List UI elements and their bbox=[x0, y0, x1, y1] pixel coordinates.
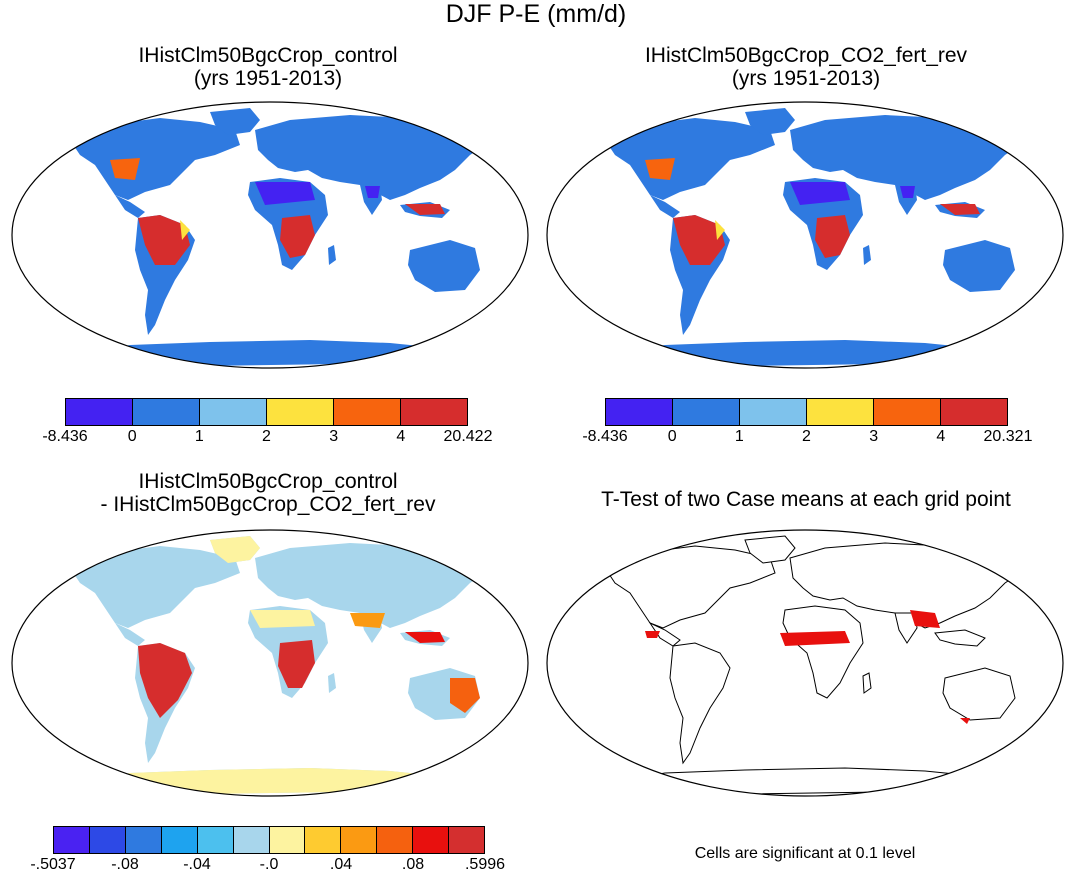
panel-4-title: T-Test of two Case means at each grid po… bbox=[546, 488, 1066, 511]
figure-title: DJF P-E (mm/d) bbox=[445, 0, 627, 28]
colorbar-2-swatch-1 bbox=[606, 399, 673, 425]
colorbar-1-swatch-5 bbox=[334, 399, 401, 425]
colorbar-3 bbox=[53, 826, 485, 854]
colorbar-1-label-1: -8.436 bbox=[42, 428, 88, 445]
colorbar-3-label-1: -.5037 bbox=[30, 856, 76, 873]
panel-2-title: IHistClm50BgcCrop_CO2_fert_rev (yrs 1951… bbox=[586, 44, 1026, 90]
colorbar-3-swatch-5 bbox=[197, 827, 234, 853]
colorbar-3-swatch-10 bbox=[377, 827, 414, 853]
colorbar-2-swatch-4 bbox=[807, 399, 874, 425]
colorbar-2-label-6: 4 bbox=[936, 428, 946, 445]
map-panel-3 bbox=[11, 529, 529, 797]
colorbar-3-label-7: .5996 bbox=[464, 856, 506, 873]
colorbar-1-label-6: 4 bbox=[396, 428, 406, 445]
colorbar-3-swatch-7 bbox=[269, 827, 306, 853]
significance-note: Cells are significant at 0.1 level bbox=[694, 845, 916, 862]
panel-4-title-line1: T-Test of two Case means at each grid po… bbox=[601, 488, 1011, 511]
colorbar-2-label-1: -8.436 bbox=[582, 428, 628, 445]
panel-1-title-line2: (yrs 1951-2013) bbox=[193, 67, 343, 90]
map-panel-1 bbox=[11, 101, 529, 369]
colorbar-3-label-4: -.0 bbox=[259, 856, 279, 873]
panel-1-title-line1: IHistClm50BgcCrop_control bbox=[138, 44, 398, 67]
colorbar-3-swatch-12 bbox=[449, 827, 485, 853]
colorbar-2-swatch-6 bbox=[941, 399, 1007, 425]
colorbar-1-label-7: 20.422 bbox=[443, 428, 493, 445]
colorbar-1-swatch-2 bbox=[133, 399, 200, 425]
colorbar-3-label-5: .04 bbox=[329, 856, 353, 873]
panel-3-title-line2: - IHistClm50BgcCrop_CO2_fert_rev bbox=[100, 493, 436, 516]
colorbar-1 bbox=[65, 398, 468, 426]
colorbar-2-swatch-2 bbox=[673, 399, 740, 425]
map-panel-4 bbox=[546, 529, 1064, 797]
colorbar-2-label-4: 2 bbox=[802, 428, 811, 445]
panel-2-title-line1: IHistClm50BgcCrop_CO2_fert_rev bbox=[644, 44, 968, 67]
colorbar-3-swatch-8 bbox=[305, 827, 342, 853]
colorbar-1-swatch-4 bbox=[267, 399, 334, 425]
colorbar-3-swatch-6 bbox=[233, 827, 270, 853]
colorbar-1-label-5: 3 bbox=[329, 428, 339, 445]
colorbar-3-swatch-2 bbox=[89, 827, 126, 853]
colorbar-2-label-5: 3 bbox=[869, 428, 879, 445]
panel-1-title: IHistClm50BgcCrop_control (yrs 1951-2013… bbox=[48, 44, 488, 90]
panel-2-title-line2: (yrs 1951-2013) bbox=[731, 67, 881, 90]
colorbar-1-swatch-3 bbox=[200, 399, 267, 425]
map-panel-2 bbox=[546, 101, 1064, 369]
colorbar-2-label-7: 20.321 bbox=[983, 428, 1033, 445]
panel-3-title-line1: IHistClm50BgcCrop_control bbox=[138, 470, 398, 493]
colorbar-3-swatch-4 bbox=[161, 827, 198, 853]
colorbar-2 bbox=[605, 398, 1008, 426]
colorbar-2-label-3: 1 bbox=[734, 428, 744, 445]
colorbar-3-swatch-3 bbox=[125, 827, 162, 853]
colorbar-3-swatch-1 bbox=[54, 827, 90, 853]
colorbar-3-label-3: -.04 bbox=[183, 856, 211, 873]
colorbar-2-label-2: 0 bbox=[667, 428, 677, 445]
colorbar-3-label-2: -.08 bbox=[111, 856, 139, 873]
colorbar-1-swatch-1 bbox=[66, 399, 133, 425]
panel-3-title: IHistClm50BgcCrop_control - IHistClm50Bg… bbox=[38, 470, 498, 516]
colorbar-1-swatch-6 bbox=[401, 399, 467, 425]
colorbar-2-swatch-3 bbox=[740, 399, 807, 425]
colorbar-1-label-4: 2 bbox=[262, 428, 271, 445]
colorbar-1-label-2: 0 bbox=[127, 428, 137, 445]
colorbar-3-label-6: .08 bbox=[401, 856, 425, 873]
colorbar-2-swatch-5 bbox=[874, 399, 941, 425]
colorbar-1-label-3: 1 bbox=[194, 428, 204, 445]
colorbar-3-swatch-9 bbox=[341, 827, 378, 853]
colorbar-3-swatch-11 bbox=[413, 827, 450, 853]
